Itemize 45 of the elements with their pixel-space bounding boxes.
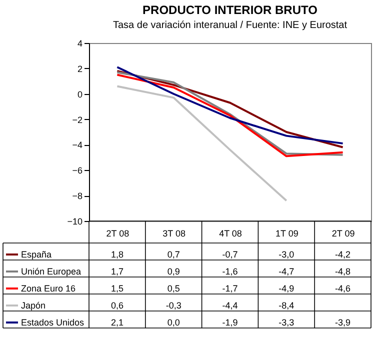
y-tick-label: 2 (77, 64, 82, 74)
data-label: -1,6 (222, 266, 238, 276)
data-label: 0,9 (167, 266, 180, 276)
data-label: -4,4 (222, 300, 238, 310)
chart-title: PRODUCTO INTERIOR BRUTO (142, 3, 318, 17)
y-tick-label: 0 (77, 89, 82, 100)
x-tick-label: 1T 09 (275, 228, 298, 238)
y-tick-label: −10 (67, 216, 82, 226)
chart-subtitle: Tasa de variación interanual / Fuente: INE y Eurostat (112, 20, 348, 31)
data-label: -3,0 (278, 250, 294, 260)
legend-label: España (21, 250, 52, 260)
y-tick-label: −8 (72, 191, 82, 202)
data-label: 1,8 (110, 250, 124, 260)
data-label: 0,7 (167, 250, 180, 260)
data-label: -4,2 (335, 250, 351, 260)
data-label: 1,5 (110, 284, 124, 294)
data-label: 1,7 (110, 266, 124, 276)
data-label: -1,7 (222, 284, 238, 294)
legend-label: Unión Europea (21, 266, 82, 276)
data-label: -4,8 (335, 266, 351, 276)
legend-label: Zona Euro 16 (21, 284, 76, 294)
legend-label: Japón (21, 300, 46, 310)
data-label: -4,7 (278, 266, 294, 276)
y-tick-label: −6 (72, 166, 82, 176)
line-series (116, 85, 288, 202)
data-label: 0,6 (110, 300, 124, 310)
data-label: -3,9 (335, 318, 351, 328)
data-label: -0,3 (166, 300, 182, 310)
legend-label: Estados Unidos (21, 318, 85, 328)
data-label: -3,3 (278, 318, 294, 328)
data-label: -4,9 (278, 284, 294, 294)
x-tick-label: 2T 08 (106, 228, 130, 238)
y-tick-label: 4 (77, 38, 82, 48)
x-tick-label: 2T 09 (332, 228, 355, 238)
x-tick-label: 4T 08 (219, 228, 242, 238)
data-label: 2,1 (110, 318, 124, 328)
data-label: -4,6 (335, 284, 351, 294)
data-label: -8,4 (278, 300, 294, 310)
data-label: 0,0 (167, 318, 180, 328)
y-tick-label: −2 (72, 114, 82, 125)
data-label: -0,7 (222, 250, 238, 260)
y-tick-label: −4 (72, 140, 82, 150)
x-tick-label: 3T 08 (162, 228, 186, 238)
data-label: -1,9 (222, 318, 238, 328)
data-label: 0,5 (167, 284, 180, 294)
